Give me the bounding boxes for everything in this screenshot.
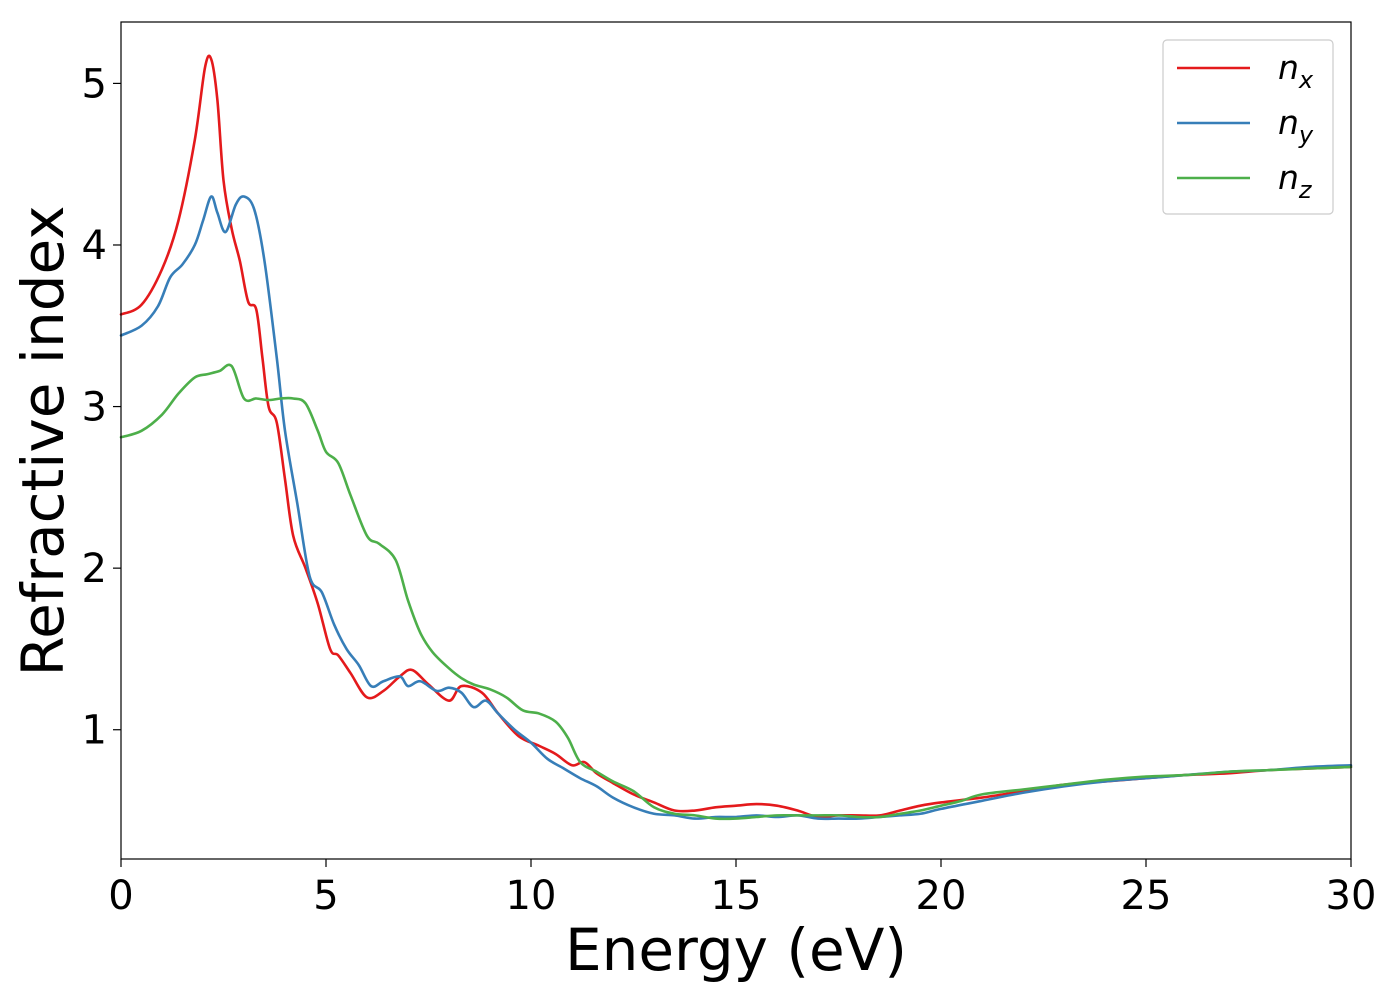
legend-label-nx: nx (1278, 48, 1314, 94)
legend-subscript: y (1298, 121, 1314, 149)
x-tick-label: 5 (313, 873, 338, 919)
y-tick-label: 1 (82, 708, 107, 754)
y-tick-label: 5 (82, 61, 107, 107)
x-tick-label: 10 (506, 873, 557, 919)
series-line-nx (119, 54, 1353, 819)
series-line-nz (119, 363, 1353, 821)
y-tick-label: 2 (82, 546, 107, 592)
legend-label-ny: ny (1278, 103, 1314, 149)
y-axis-ticks: 1 2 3 4 5 (82, 61, 121, 754)
y-tick-label: 3 (82, 385, 107, 431)
x-tick-label: 25 (1121, 873, 1172, 919)
x-axis-ticks: 0 5 10 15 20 25 30 (108, 859, 1376, 919)
legend-box (1162, 39, 1334, 215)
series-layer (119, 54, 1353, 821)
legend-subscript: x (1298, 66, 1314, 94)
x-tick-label: 30 (1326, 873, 1377, 919)
x-tick-label: 0 (108, 873, 133, 919)
x-axis-title: Energy (eV) (565, 916, 907, 984)
x-tick-label: 15 (711, 873, 762, 919)
x-tick-label: 20 (916, 873, 967, 919)
legend-subscript: z (1298, 176, 1313, 204)
y-axis-title: Refractive index (9, 205, 77, 676)
series-line-ny (119, 195, 1353, 821)
y-tick-label: 4 (82, 223, 107, 269)
